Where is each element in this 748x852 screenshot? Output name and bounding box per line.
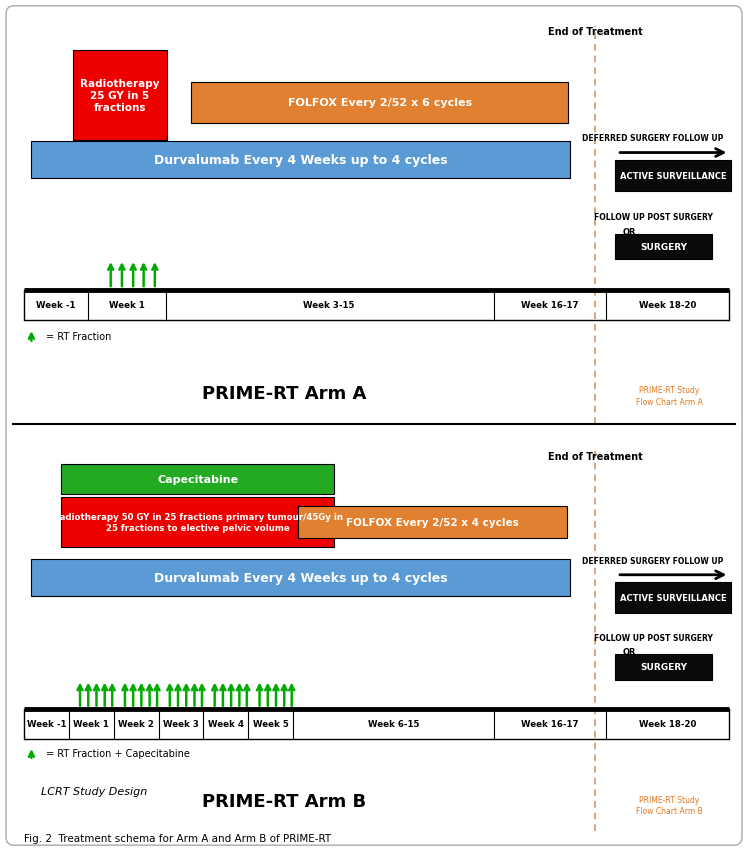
Text: = RT Fraction + Capecitabine: = RT Fraction + Capecitabine (46, 748, 190, 758)
Text: End of Treatment: End of Treatment (548, 452, 643, 462)
Bar (191, 83, 568, 124)
Bar (615, 234, 712, 260)
Text: SURGERY: SURGERY (640, 663, 687, 671)
Text: Week 18-20: Week 18-20 (640, 719, 696, 728)
Text: DEFERRED SURGERY FOLLOW UP: DEFERRED SURGERY FOLLOW UP (582, 556, 724, 565)
Text: SURGERY: SURGERY (640, 243, 687, 251)
Text: Week 1: Week 1 (73, 719, 109, 728)
Text: Week 2: Week 2 (118, 719, 154, 728)
Text: Fig. 2  Treatment schema for Arm A and Arm B of PRIME-RT: Fig. 2 Treatment schema for Arm A and Ar… (24, 833, 331, 843)
Text: Week -1: Week -1 (27, 719, 66, 728)
FancyBboxPatch shape (6, 7, 742, 845)
Text: FOLFOX Every 2/52 x 4 cycles: FOLFOX Every 2/52 x 4 cycles (346, 517, 518, 527)
Text: DEFERRED SURGERY FOLLOW UP: DEFERRED SURGERY FOLLOW UP (582, 134, 724, 142)
Text: PRIME-RT Arm B: PRIME-RT Arm B (202, 792, 367, 810)
Bar (615, 161, 731, 192)
Text: OR: OR (622, 227, 636, 236)
Text: Radiotherapy
25 GY in 5
fractions: Radiotherapy 25 GY in 5 fractions (80, 79, 160, 112)
Text: FOLFOX Every 2/52 x 6 cycles: FOLFOX Every 2/52 x 6 cycles (287, 98, 472, 108)
Text: OR: OR (622, 648, 636, 656)
Bar (61, 498, 334, 547)
Text: End of Treatment: End of Treatment (548, 27, 643, 37)
Text: Durvalumab Every 4 Weeks up to 4 cycles: Durvalumab Every 4 Weeks up to 4 cycles (154, 153, 447, 167)
Bar (615, 583, 731, 613)
Text: PRIME-RT Study
Flow Chart Arm A: PRIME-RT Study Flow Chart Arm A (636, 386, 703, 406)
Bar (31, 559, 570, 596)
Text: LCRT Study Design: LCRT Study Design (41, 786, 147, 796)
Text: FOLLOW UP POST SURGERY: FOLLOW UP POST SURGERY (594, 633, 712, 642)
Bar (73, 51, 167, 141)
Text: ACTIVE SURVEILLANCE: ACTIVE SURVEILLANCE (619, 172, 726, 181)
Bar (31, 141, 570, 179)
Text: FOLLOW UP POST SURGERY: FOLLOW UP POST SURGERY (594, 213, 712, 222)
Bar (61, 464, 334, 494)
Text: Week 16-17: Week 16-17 (521, 719, 579, 728)
Text: Week 4: Week 4 (208, 719, 244, 728)
Text: Week 18-20: Week 18-20 (640, 301, 696, 310)
Text: Week 3-15: Week 3-15 (304, 301, 355, 310)
Text: ACTIVE SURVEILLANCE: ACTIVE SURVEILLANCE (619, 594, 726, 602)
Text: Week 1: Week 1 (109, 301, 145, 310)
Text: = RT Fraction: = RT Fraction (46, 331, 111, 342)
Bar (298, 506, 567, 538)
Bar (615, 654, 712, 680)
Text: Week 6-15: Week 6-15 (368, 719, 419, 728)
Text: Capecitabine: Capecitabine (157, 475, 239, 484)
Text: Week 16-17: Week 16-17 (521, 301, 579, 310)
Text: Radiotherapy 50 GY in 25 fractions primary tumour/45Gy in
25 fractions to electi: Radiotherapy 50 GY in 25 fractions prima… (53, 513, 343, 532)
Text: Week 5: Week 5 (253, 719, 289, 728)
Text: PRIME-RT Arm A: PRIME-RT Arm A (202, 384, 367, 403)
Text: Week 3: Week 3 (163, 719, 199, 728)
Text: Week -1: Week -1 (37, 301, 76, 310)
Text: Durvalumab Every 4 Weeks up to 4 cycles: Durvalumab Every 4 Weeks up to 4 cycles (154, 571, 447, 584)
Text: PRIME-RT Study
Flow Chart Arm B: PRIME-RT Study Flow Chart Arm B (636, 795, 703, 815)
